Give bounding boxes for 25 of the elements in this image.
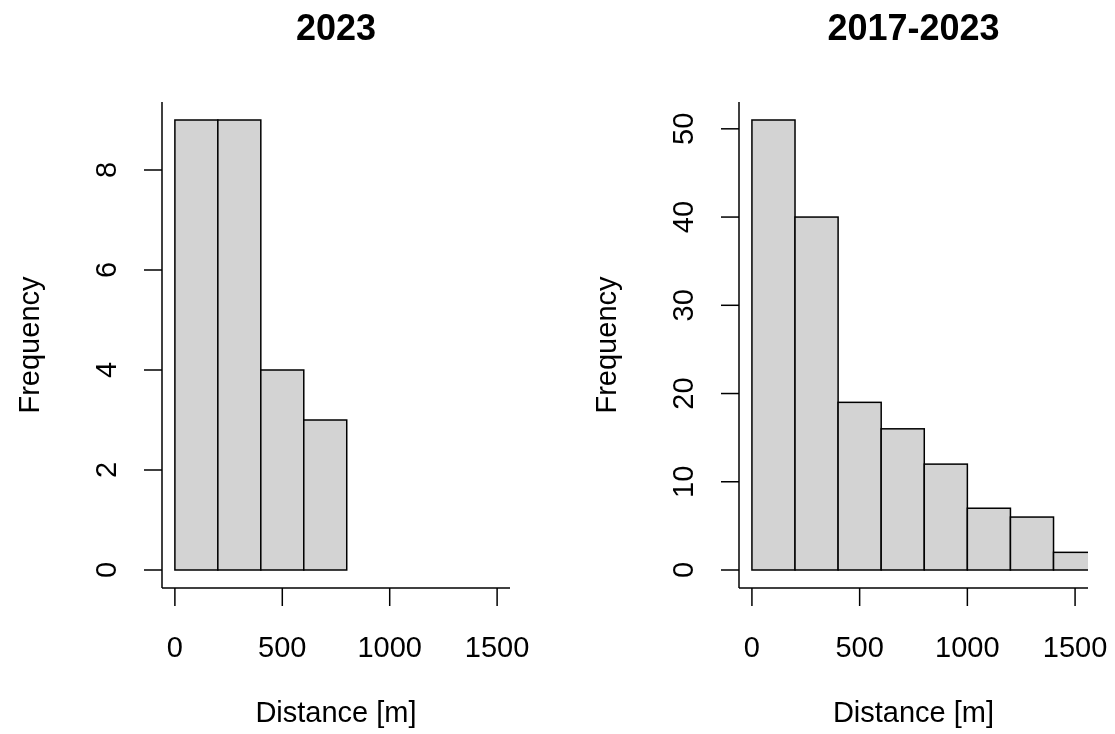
y-tick-label: 50 (667, 112, 699, 145)
x-tick-label: 1500 (1042, 631, 1108, 663)
x-tick-label: 1000 (357, 631, 422, 663)
y-tick-label: 6 (90, 261, 122, 279)
y-tick-label: 4 (90, 361, 122, 379)
x-tick-label: 0 (166, 631, 183, 663)
y-tick-label: 30 (667, 289, 699, 322)
y-tick-label: 8 (90, 161, 122, 179)
y-tick-label: 0 (90, 561, 122, 579)
x-tick-label: 1500 (464, 631, 530, 663)
y-tick-label: 40 (667, 200, 699, 234)
y-axis-title: Frequency (12, 276, 46, 414)
x-tick-label: 1000 (935, 631, 1000, 663)
y-tick-label: 2 (90, 461, 122, 479)
x-tick-label: 500 (835, 631, 884, 663)
y-axis-title: Frequency (589, 276, 623, 414)
chart-title: 2017-2023 (827, 7, 1000, 49)
x-tick-label: 0 (743, 631, 760, 663)
chart-title: 2023 (295, 7, 377, 49)
y-tick-label: 10 (667, 465, 699, 498)
y-tick-label: 0 (667, 561, 699, 579)
y-tick-label: 20 (667, 377, 699, 410)
x-axis-title: Distance [m] (832, 695, 995, 729)
x-tick-label: 500 (258, 631, 307, 663)
x-axis-title: Distance [m] (255, 695, 417, 729)
